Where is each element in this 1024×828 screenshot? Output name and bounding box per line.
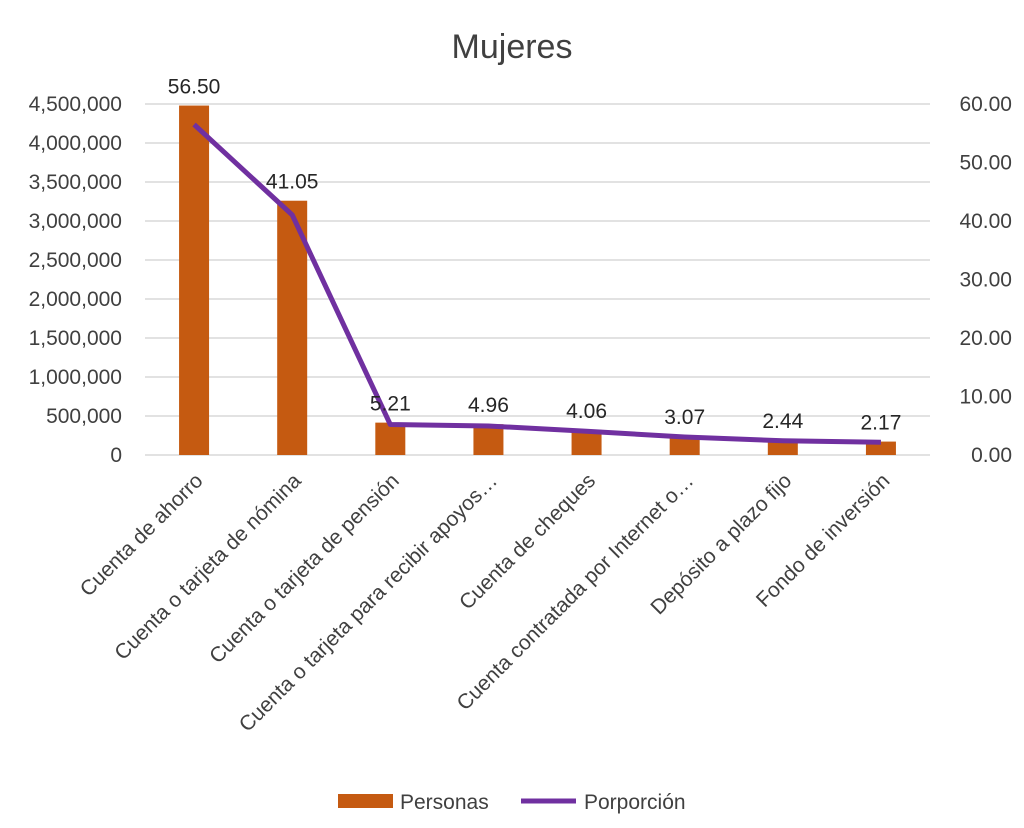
data-label: 4.96	[468, 394, 509, 417]
legend: Personas Porporción	[338, 791, 686, 814]
line-series-proporcion	[192, 122, 881, 445]
right-tick-label: 40.00	[959, 210, 1012, 233]
gridlines	[145, 103, 930, 456]
left-tick-label: 500,000	[46, 405, 122, 428]
data-labels: 56.50 41.05 5.21 4.96 4.06 3.07 2.44 2.17	[168, 76, 902, 435]
bar	[473, 424, 504, 455]
right-tick-label: 60.00	[959, 93, 1012, 116]
left-tick-label: 0	[110, 444, 122, 467]
data-label: 2.44	[762, 410, 803, 433]
data-label: 2.17	[861, 412, 902, 435]
left-tick-label: 1,000,000	[29, 366, 122, 389]
data-label: 3.07	[664, 406, 705, 429]
right-tick-label: 50.00	[959, 152, 1012, 175]
legend-label-proporcion: Porporción	[584, 791, 686, 814]
line-path	[192, 122, 881, 445]
bar	[277, 200, 308, 455]
data-label: 56.50	[168, 76, 221, 99]
data-label: 41.05	[266, 171, 319, 194]
right-tick-label: 20.00	[959, 327, 1012, 350]
right-tick-label: 10.00	[959, 386, 1012, 409]
right-tick-label: 0.00	[971, 444, 1012, 467]
bar	[865, 441, 896, 455]
left-tick-label: 1,500,000	[29, 327, 122, 350]
left-tick-label: 3,000,000	[29, 210, 122, 233]
category-label: Cuenta o tarjeta de pensión	[205, 469, 404, 668]
left-axis: 0 500,000 1,000,000 1,500,000 2,000,000 2,500…	[29, 93, 122, 467]
legend-swatch-personas	[338, 794, 393, 808]
data-label: 4.06	[566, 400, 607, 423]
left-tick-label: 4,000,000	[29, 132, 122, 155]
bar-series-personas	[179, 105, 896, 455]
category-label: Cuenta o tarjeta de nómina	[110, 469, 306, 665]
chart-title: Mujeres	[452, 28, 573, 66]
right-axis: 0.00 10.00 20.00 30.00 40.00 50.00 60.00	[959, 93, 1012, 467]
bar	[669, 435, 700, 455]
left-tick-label: 2,000,000	[29, 288, 122, 311]
bar	[375, 422, 406, 455]
left-tick-label: 2,500,000	[29, 249, 122, 272]
bar	[179, 105, 210, 455]
bar	[767, 439, 798, 455]
left-tick-label: 3,500,000	[29, 171, 122, 194]
legend-label-personas: Personas	[400, 791, 489, 814]
data-label: 5.21	[370, 393, 411, 416]
left-tick-label: 4,500,000	[29, 93, 122, 116]
right-tick-label: 30.00	[959, 269, 1012, 292]
